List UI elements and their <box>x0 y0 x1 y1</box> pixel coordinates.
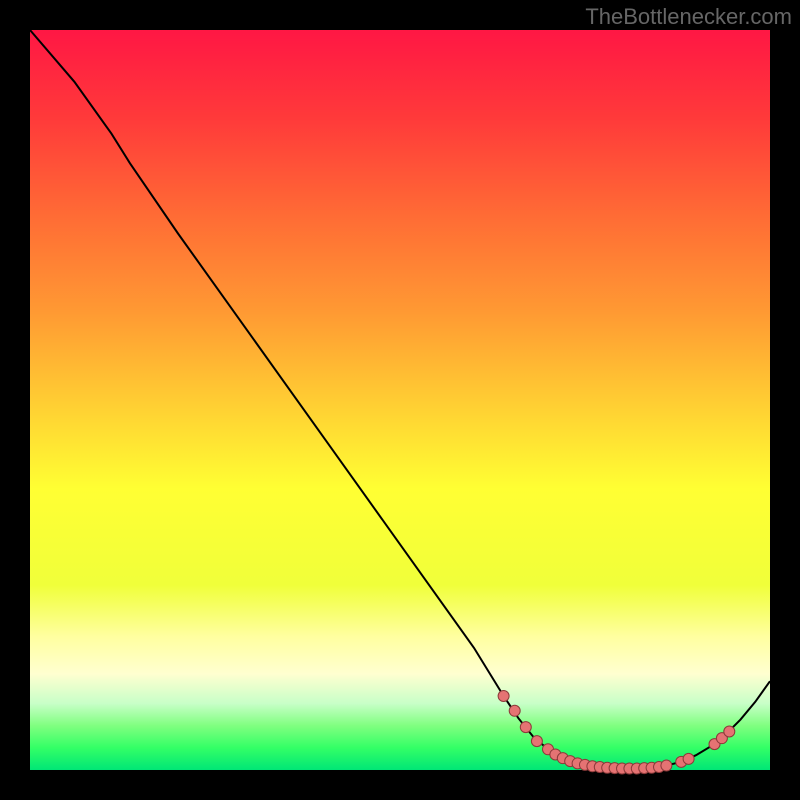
data-marker <box>683 753 694 764</box>
data-marker <box>498 691 509 702</box>
data-marker <box>509 705 520 716</box>
plot-background <box>30 30 770 770</box>
data-marker <box>520 722 531 733</box>
chart-container <box>0 0 800 800</box>
data-marker <box>531 736 542 747</box>
chart-svg <box>0 0 800 800</box>
data-marker <box>661 760 672 771</box>
data-marker <box>724 726 735 737</box>
